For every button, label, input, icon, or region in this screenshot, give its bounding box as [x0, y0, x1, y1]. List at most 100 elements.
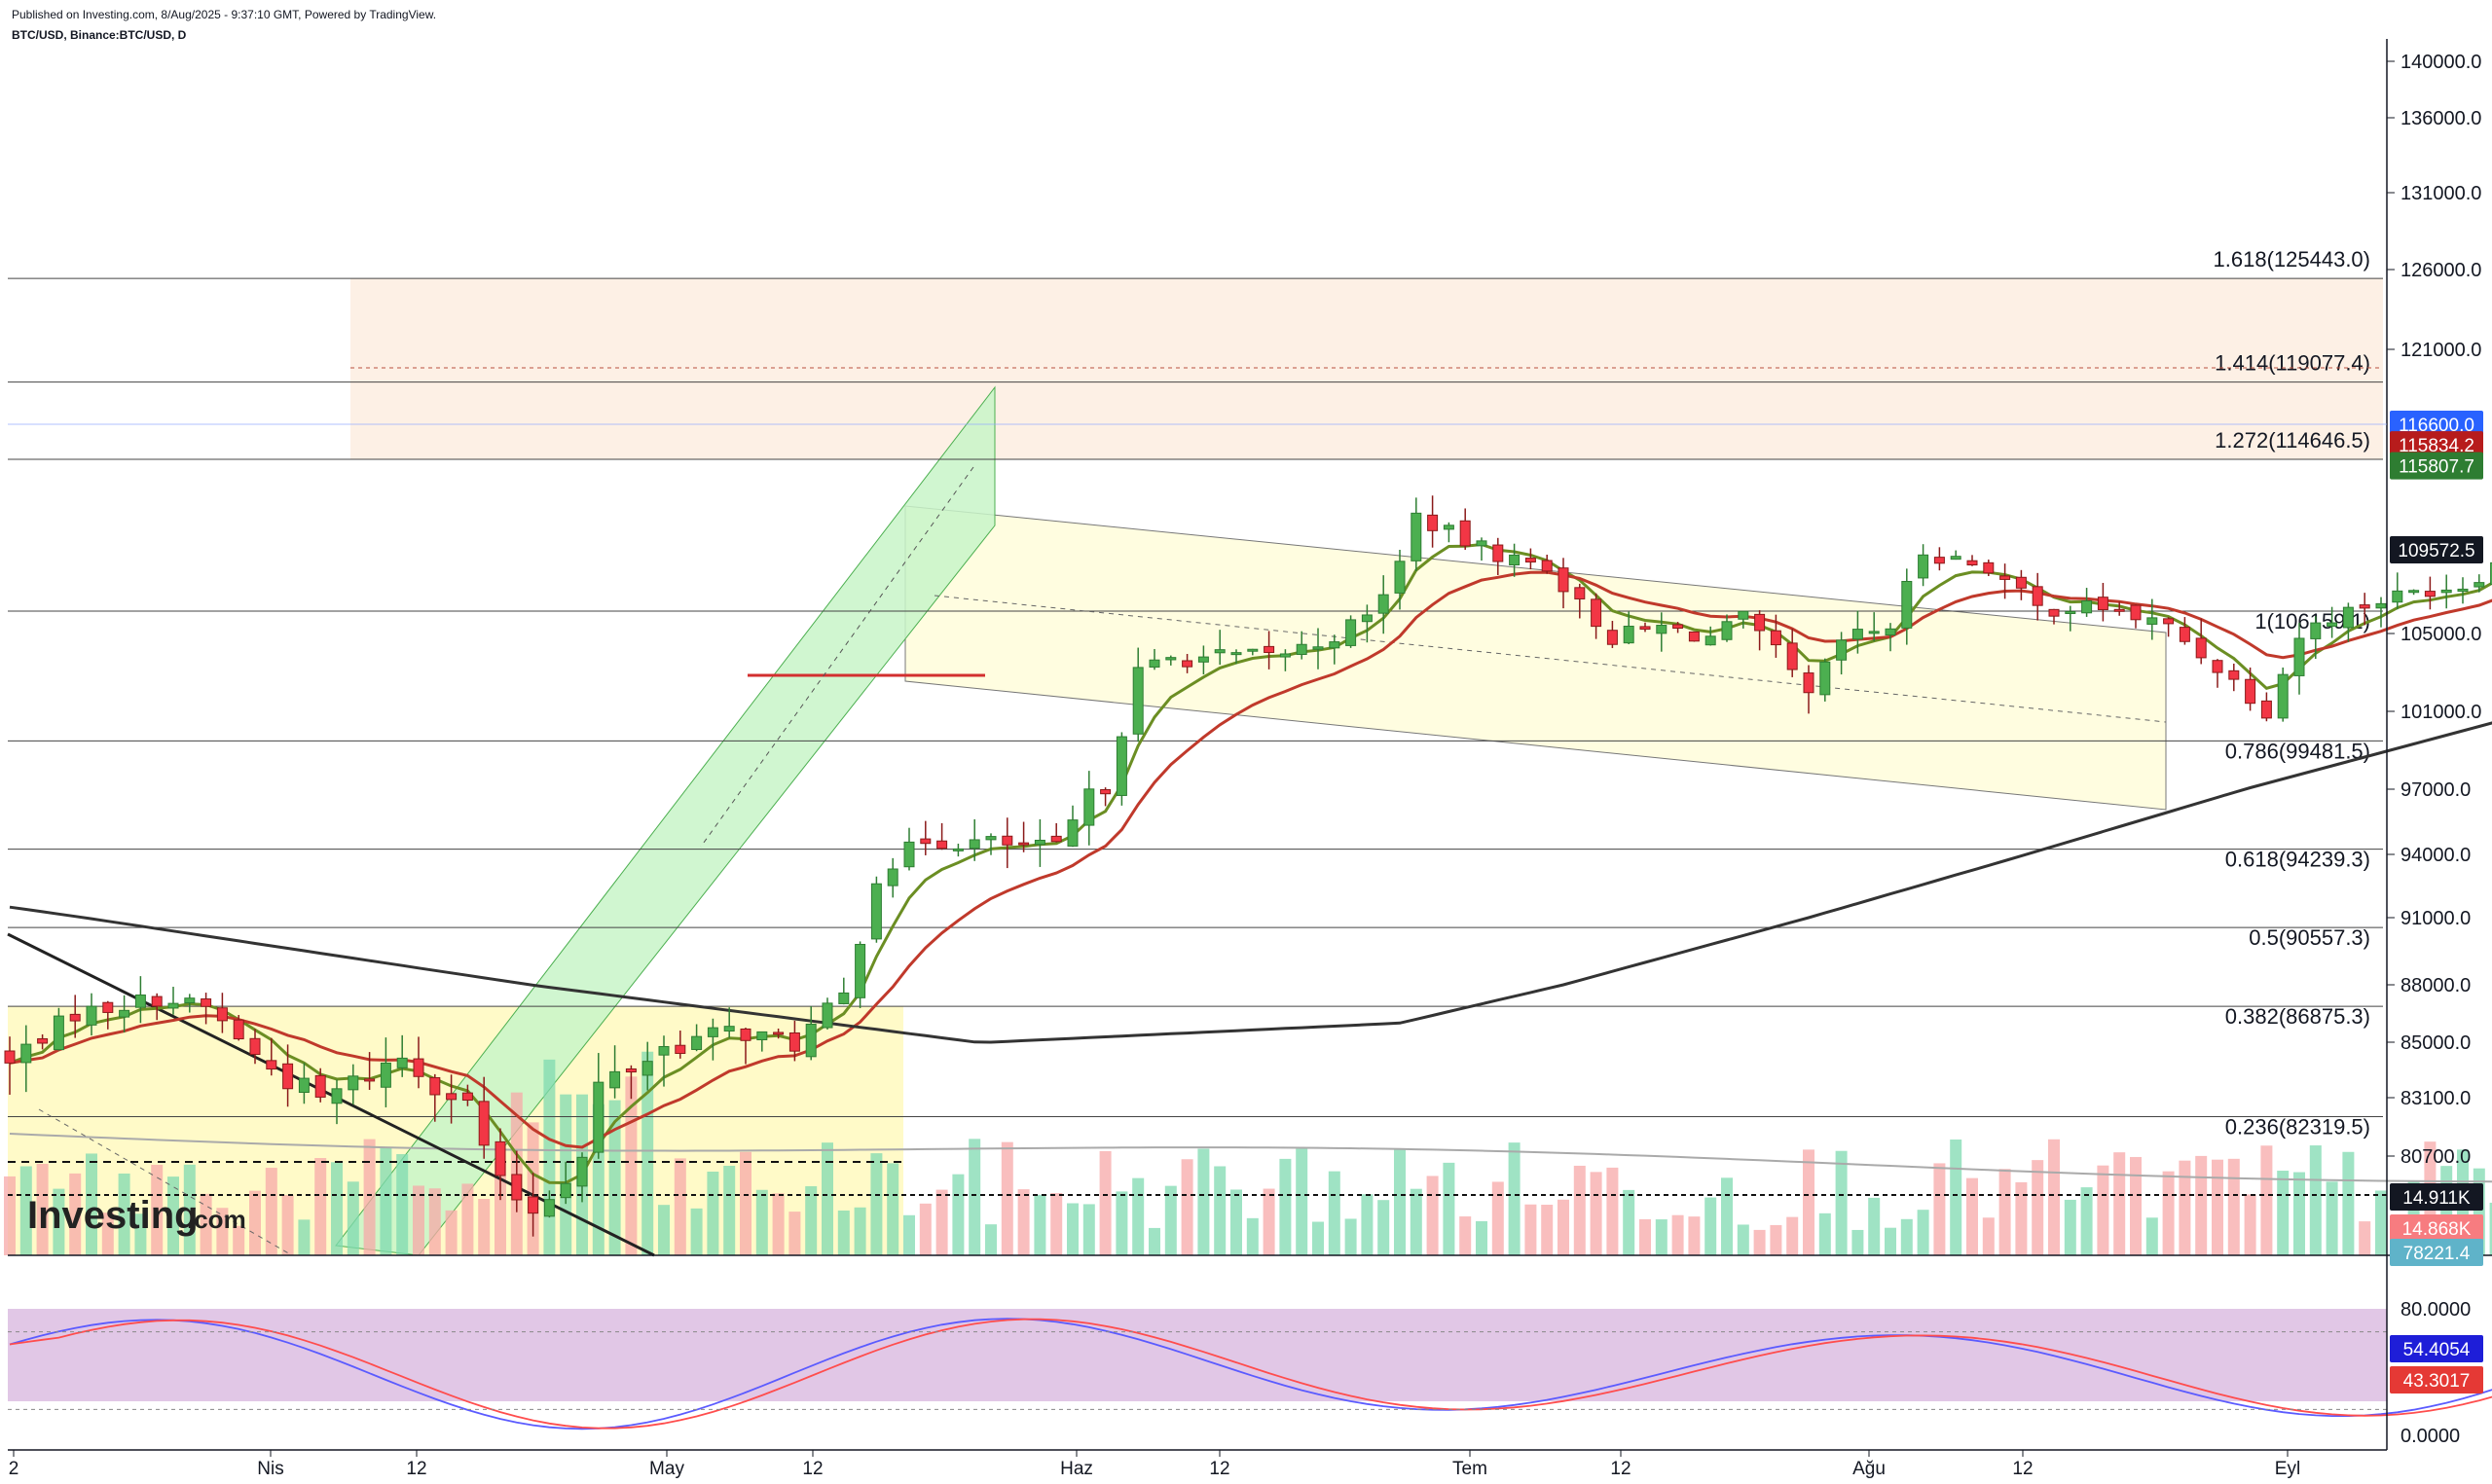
price-tag-3: [2390, 536, 2483, 563]
price-tick-label: 85000.0: [2400, 1032, 2471, 1054]
candle-body: [2408, 590, 2420, 594]
candle-body: [1230, 652, 1242, 656]
volume-bar: [2145, 1217, 2158, 1255]
candle-body: [1083, 788, 1095, 826]
volume-bar: [1982, 1217, 1995, 1255]
candle-body: [1836, 639, 1848, 661]
volume-bar: [887, 1163, 899, 1255]
volume-bar: [1704, 1197, 1717, 1255]
volume-bar: [837, 1210, 850, 1255]
candle-body: [429, 1076, 441, 1096]
candle-body: [380, 1062, 391, 1088]
volume-bar: [674, 1158, 686, 1255]
candle-body: [1606, 630, 1618, 645]
volume-bar: [216, 1208, 229, 1255]
price-tick-label: 101000.0: [2400, 702, 2481, 723]
volume-bar: [755, 1189, 768, 1255]
volume-bar: [1998, 1169, 2011, 1255]
candle-body: [1524, 558, 1536, 563]
candle-body: [1377, 594, 1389, 614]
volume-bar: [854, 1207, 866, 1255]
candle-body: [495, 1140, 506, 1176]
volume-bar: [1344, 1218, 1357, 1255]
candle-body: [1361, 614, 1373, 623]
volume-bar: [1655, 1219, 1667, 1255]
candle-body: [184, 997, 196, 1004]
volume-bar: [2244, 1194, 2256, 1255]
candle-body: [576, 1156, 588, 1187]
volume-bar: [1181, 1159, 1193, 1255]
candle-body: [2342, 606, 2354, 629]
candle-body: [282, 1063, 294, 1090]
volume-bar: [314, 1157, 327, 1255]
date-label: 2: [9, 1459, 19, 1479]
candle-body: [167, 1002, 179, 1009]
price-tick-label: 105000.0: [2400, 624, 2481, 645]
descending-channel: [904, 505, 2167, 811]
volume-bar: [772, 1193, 785, 1255]
price-tick-label: 131000.0: [2400, 183, 2481, 204]
volume-bar: [1443, 1162, 1455, 1255]
volume-bar: [2359, 1221, 2371, 1255]
candle-body: [1312, 646, 1324, 650]
candle-body: [1933, 557, 1945, 564]
volume-bar: [1671, 1214, 1684, 1255]
volume-bar: [1034, 1194, 1046, 1255]
candle-body: [1443, 525, 1454, 530]
ema-mid: [9, 570, 2492, 1149]
candle-body: [2490, 561, 2492, 585]
volume-bar: [4, 1176, 16, 1255]
candle-body: [1214, 649, 1226, 654]
candle-body: [2130, 604, 2142, 621]
price-tick-label: 136000.0: [2400, 108, 2481, 129]
volume-tag-1: [2390, 1214, 2483, 1242]
price-tag-0: [2390, 411, 2483, 438]
volume-bar: [543, 1059, 556, 1255]
candle-body: [788, 1032, 800, 1052]
volume-bar: [690, 1208, 703, 1255]
volume-ma: [9, 1133, 2492, 1183]
volume-bar: [1164, 1185, 1177, 1255]
volume-bar: [2162, 1171, 2175, 1255]
candle-body: [2375, 602, 2387, 609]
candle-body: [2097, 597, 2108, 610]
fib-label-7: 0.382(86875.3): [2225, 1004, 2370, 1029]
volume-bar: [1753, 1229, 1766, 1255]
candle-body: [1656, 625, 1667, 634]
candle-body: [478, 1101, 490, 1146]
volume-bar: [2212, 1159, 2223, 1255]
fib-label-8: 0.236(82319.5): [2225, 1115, 2370, 1140]
candle-body: [740, 1028, 751, 1041]
candle-body: [903, 841, 915, 868]
volume-bar: [1639, 1218, 1651, 1255]
date-label: 12: [406, 1459, 426, 1479]
volume-bar: [2342, 1151, 2355, 1255]
candle-body: [1558, 567, 1569, 593]
candle-body: [2392, 590, 2403, 603]
candle-body: [1459, 520, 1471, 547]
candle-body: [1197, 656, 1209, 663]
volume-bar: [1770, 1224, 1782, 1255]
fib-label-4: 0.786(99481.5): [2225, 739, 2370, 763]
candle-body: [1018, 842, 1030, 846]
volume-bar: [1017, 1189, 1030, 1255]
candle-body: [675, 1044, 686, 1054]
candle-body: [855, 943, 866, 998]
candle-body: [1868, 631, 1880, 634]
price-tick-label: 80700.0: [2400, 1146, 2471, 1168]
channel-mid: [934, 595, 2167, 723]
candle-body: [1541, 560, 1553, 572]
candle-body: [1885, 628, 1896, 636]
price-tag-label-3: 109572.5: [2398, 541, 2474, 561]
stoch-tag-1: [2390, 1366, 2483, 1394]
candle-body: [2474, 582, 2485, 588]
candle-body: [298, 1077, 310, 1094]
candle-body: [1770, 630, 1781, 646]
volume-bar: [1885, 1227, 1896, 1255]
volume-bar: [2195, 1155, 2208, 1255]
volume-bar: [2326, 1181, 2338, 1255]
date-label: Ağu: [1852, 1459, 1886, 1479]
date-label: Eyl: [2275, 1459, 2300, 1479]
candle-body: [2048, 608, 2060, 617]
